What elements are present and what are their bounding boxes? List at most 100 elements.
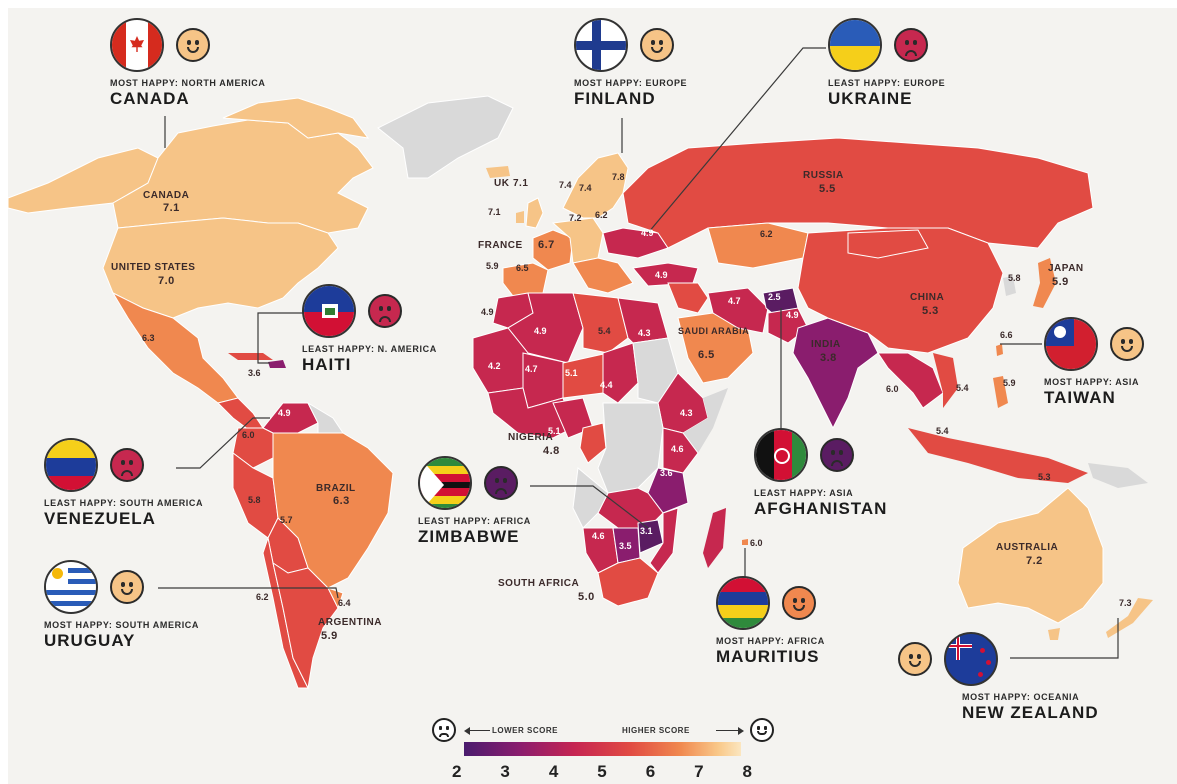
land-indonesia [908,428,1088,483]
land-madagascar [703,508,726,568]
label-uruguay-value: 6.4 [338,598,351,608]
label-mauritius-value: 6.0 [750,538,763,548]
label-usa-name: UNITED STATES [111,262,195,273]
land-tasmania [1048,628,1060,640]
label-norway-value: 7.4 [559,180,572,190]
happy-face-icon [898,642,932,676]
leader-ukraine [647,47,826,234]
leader-zimbabwe [530,485,649,529]
callout-country: NEW ZEALAND [962,703,1099,722]
callout-new-zealand: MOST HAPPY: OCEANIA NEW ZEALAND [898,632,1099,723]
land-india [792,317,879,430]
callout-afghanistan: LEAST HAPPY: ASIA AFGHANISTAN [754,428,887,519]
label-india-value: 3.8 [820,352,837,364]
label-brazil-value: 6.3 [333,495,350,507]
happy-face-icon [110,570,144,604]
label-botswana-value: 3.5 [619,541,632,551]
label-china-name: CHINA [910,292,944,303]
legend-ticks: 2 3 4 5 6 7 8 [452,762,752,782]
label-germany-value: 7.2 [569,213,582,223]
canada-flag-icon [110,18,164,72]
label-colombia-value: 6.0 [242,430,255,440]
callout-country: VENEZUELA [44,509,156,528]
callout-haiti: LEAST HAPPY: N. AMERICA HAITI [302,284,437,375]
happy-face-icon [176,28,210,62]
label-venezuela-value: 4.9 [278,408,291,418]
label-brazil-name: BRAZIL [316,483,356,494]
world-map: CANADA 7.1 UNITED STATES 7.0 6.3 3.6 4.9… [8,47,1153,690]
sad-face-icon [110,448,144,482]
land-vietnam [933,353,958,408]
arrowhead-left-icon [464,727,470,735]
legend-tick: 4 [548,762,559,781]
label-finland-value: 7.8 [612,172,625,182]
callout-country: CANADA [110,89,190,108]
land-cuba [228,353,273,360]
callout-caption: LEAST HAPPY: SOUTH AMERICA [44,498,204,508]
label-philippines-value: 5.9 [1003,378,1016,388]
label-pakistan-value: 4.9 [786,310,799,320]
callout-taiwan: MOST HAPPY: ASIA TAIWAN [1044,317,1144,408]
label-chile-value: 6.2 [256,592,269,602]
leader-uruguay [158,587,339,599]
land-russia [622,137,1094,249]
label-morocco-value: 4.9 [481,307,494,317]
taiwan-flag-icon [1044,317,1098,371]
callout-country: FINLAND [574,89,656,108]
label-turkey-value: 4.9 [655,270,668,280]
label-poland-value: 6.2 [595,210,608,220]
land-se-asia [877,352,944,409]
label-namibia-value: 4.6 [592,531,605,541]
land-philippines [993,376,1008,408]
label-thailand-value: 6.0 [886,384,899,394]
land-kenya [662,427,699,474]
callout-country: MAURITIUS [716,647,820,666]
callout-country: URUGUAY [44,631,136,650]
callout-caption: MOST HAPPY: AFRICA [716,636,825,646]
legend-tick: 8 [742,762,752,781]
label-south-africa-name: SOUTH AFRICA [498,578,579,589]
label-niger-value: 5.1 [565,368,578,378]
arrow-right-icon [716,730,740,731]
land-png [1088,463,1148,488]
land-south-africa [597,557,659,607]
new-zealand-flag-icon [944,632,998,686]
legend-tick: 5 [597,762,607,781]
label-china-value: 5.3 [922,305,939,317]
label-indonesia-value: 5.3 [1038,472,1051,482]
label-kazakhstan-value: 6.2 [760,229,773,239]
land-canada [112,119,374,234]
land-france [532,229,574,271]
label-argentina-value: 5.9 [321,630,338,642]
label-algeria-value: 4.9 [534,326,547,336]
happy-face-icon [1110,327,1144,361]
land-angola-zambia [572,467,609,529]
label-bolivia-value: 5.7 [280,515,293,525]
callout-uruguay: MOST HAPPY: SOUTH AMERICA URUGUAY [44,560,199,651]
ukraine-flag-icon [828,18,882,72]
land-australia [957,487,1104,624]
leader-new-zealand [1010,618,1119,659]
legend-tick: 2 [452,762,462,781]
label-cameroon-value: 5.1 [548,426,561,436]
callout-finland: MOST HAPPY: EUROPE FINLAND [574,18,687,109]
label-korea-value: 5.8 [1008,273,1021,283]
uruguay-flag-icon [44,560,98,614]
land-middle-east [667,282,709,314]
callout-caption: MOST HAPPY: OCEANIA [962,692,1080,702]
legend-gradient-bar [464,742,741,756]
label-ukraine-value: 4.9 [641,228,654,238]
land-iceland [486,166,510,178]
color-legend: LOWER SCORE HIGHER SCORE 2 3 4 5 6 7 8 [432,712,782,784]
label-tanzania-value: 3.6 [660,468,673,478]
happy-face-icon [640,28,674,62]
map-labels: CANADA 7.1 UNITED STATES 7.0 6.3 3.6 4.9… [111,170,1132,642]
land-korea [1003,276,1016,296]
label-australia-value: 7.2 [1026,555,1043,567]
land-haiti [268,360,286,368]
callout-ukraine: LEAST HAPPY: EUROPE UKRAINE [828,18,945,109]
label-ireland-value: 7.1 [488,207,501,217]
legend-tick: 3 [500,762,510,781]
zimbabwe-flag-icon [418,456,472,510]
label-malaysia-value: 5.4 [936,426,949,436]
